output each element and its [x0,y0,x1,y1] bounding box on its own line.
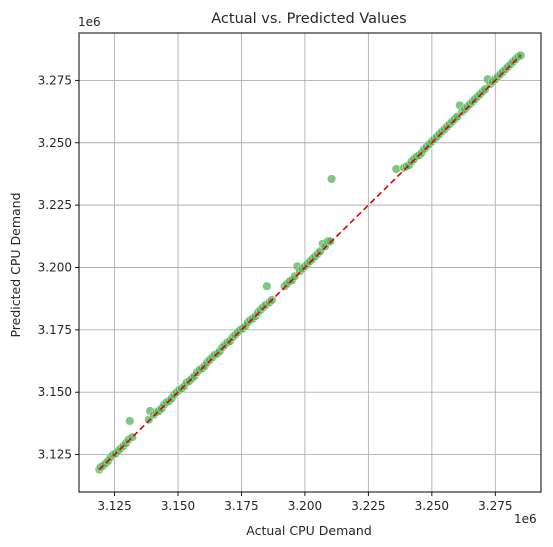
y-tick-label: 3.150 [38,385,72,399]
x-tick-label: 3.125 [97,499,131,513]
data-point [325,236,335,246]
points-layer [94,50,526,475]
x-offset-label: 1e6 [514,512,537,526]
x-tick-label: 3.150 [161,499,195,513]
y-tick-label: 3.275 [38,73,72,87]
reference-line-layer [98,54,522,471]
y-tick-label: 3.125 [38,448,72,462]
y-tick-label: 3.200 [38,260,72,274]
x-axis-label: Actual CPU Demand [246,523,372,538]
x-tick-label: 3.200 [288,499,322,513]
data-point [125,416,135,426]
x-tick-label: 3.250 [415,499,449,513]
y-tick-label: 3.175 [38,323,72,337]
grid-layer [79,33,541,492]
reference-line [98,54,522,471]
data-point [327,174,337,184]
data-point [391,164,401,174]
data-point [262,281,272,291]
y-ticks: 3.125 3.150 3.175 3.200 3.225 3.250 3.275 [38,73,79,462]
x-tick-label: 3.225 [351,499,385,513]
y-tick-label: 3.250 [38,136,72,150]
y-axis-label: Predicted CPU Demand [8,192,23,337]
x-ticks: 3.125 3.150 3.175 3.200 3.225 3.250 3.275 [97,492,512,513]
plot-frame [78,32,542,493]
y-offset-label: 1e6 [78,15,101,29]
chart-title: Actual vs. Predicted Values [211,11,406,27]
data-point [516,50,526,60]
x-tick-label: 3.175 [224,499,258,513]
y-tick-label: 3.225 [38,198,72,212]
x-tick-label: 3.275 [478,499,512,513]
